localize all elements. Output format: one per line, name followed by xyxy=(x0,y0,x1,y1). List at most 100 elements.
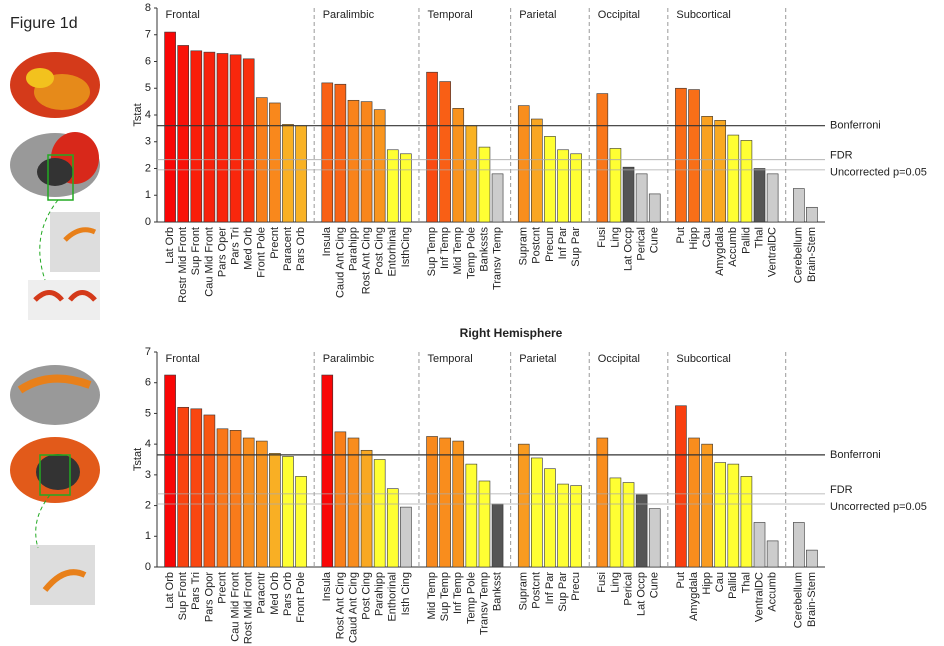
x-tick-label: Rost Ant Cing xyxy=(334,572,346,639)
x-tick-label: Cerebellum xyxy=(793,572,805,628)
x-tick-label: Entorhinal xyxy=(387,227,399,277)
x-tick-label: Accumb xyxy=(727,227,739,267)
x-tick-label: Pars Tri xyxy=(229,227,241,265)
bar xyxy=(491,503,504,568)
bar xyxy=(701,116,713,223)
x-tick-label: Supram xyxy=(518,572,530,611)
x-tick-label: Pars Opor xyxy=(203,572,215,622)
bar xyxy=(373,109,386,223)
figure-label: Figure 1d xyxy=(10,15,78,32)
bar xyxy=(478,480,491,568)
bar xyxy=(190,408,203,568)
x-tick-label: Put xyxy=(675,227,687,244)
group-label: Subcortical xyxy=(676,9,730,21)
group-label: Temporal xyxy=(428,9,473,21)
x-tick-label: VentralDC xyxy=(753,572,765,622)
group-label: Parietal xyxy=(519,353,556,365)
brain-images xyxy=(10,52,100,605)
y-tick-label: 4 xyxy=(145,109,151,121)
x-tick-label: Parahipp xyxy=(347,227,359,271)
bar xyxy=(635,173,648,223)
bar xyxy=(793,522,805,568)
bar xyxy=(360,449,373,568)
bar xyxy=(531,118,543,223)
group-label: Paralimbic xyxy=(323,9,375,21)
group-label: Parietal xyxy=(519,9,556,21)
bar xyxy=(596,93,609,223)
bar xyxy=(439,437,451,568)
bar xyxy=(347,437,360,568)
group-label: Occipital xyxy=(598,9,640,21)
x-tick-label: Mid Temp xyxy=(452,227,464,274)
bar xyxy=(452,108,465,223)
group-label: Frontal xyxy=(166,353,200,365)
bar xyxy=(386,488,399,568)
bar xyxy=(544,468,556,568)
bar xyxy=(806,549,818,568)
group-label: Occipital xyxy=(598,353,640,365)
x-tick-label: IsthCing xyxy=(400,227,412,267)
group-label: Paralimbic xyxy=(323,353,375,365)
x-tick-label: Caud Ant Cing xyxy=(334,227,346,298)
x-tick-label: Amygdala xyxy=(688,571,700,621)
y-tick-label: 0 xyxy=(145,216,151,228)
bar xyxy=(688,89,700,223)
y-tick-label: 5 xyxy=(145,407,151,419)
bar xyxy=(766,173,779,223)
x-tick-label: Cau xyxy=(701,227,713,247)
y-axis-label: Tstat xyxy=(132,448,144,471)
x-tick-label: Sup Temp xyxy=(439,572,451,621)
bar xyxy=(190,50,203,223)
x-tick-label: Ling xyxy=(609,572,621,593)
x-tick-label: Perical xyxy=(636,227,648,261)
bar xyxy=(386,149,399,223)
x-tick-label: Caud Ant Cing xyxy=(347,572,359,643)
bar xyxy=(557,483,569,568)
bar xyxy=(242,437,255,568)
x-tick-label: Lat Orb xyxy=(164,572,176,609)
x-tick-label: Pars Orb xyxy=(295,227,307,271)
reference-label: Uncorrected p=0.05 xyxy=(830,501,927,513)
y-tick-label: 7 xyxy=(145,346,151,358)
bar xyxy=(714,120,727,223)
x-tick-label: Mid Temp xyxy=(426,572,438,619)
bar xyxy=(688,437,700,568)
y-tick-label: 8 xyxy=(145,2,151,14)
x-tick-label: Cau xyxy=(714,572,726,592)
y-tick-label: 2 xyxy=(145,162,151,174)
x-tick-label: Ling xyxy=(609,227,621,248)
bar xyxy=(675,87,687,223)
x-tick-label: Lat Occp xyxy=(636,572,648,616)
bar xyxy=(177,406,189,568)
x-tick-label: Hipp xyxy=(688,227,700,250)
bar xyxy=(373,459,386,568)
y-tick-label: 6 xyxy=(145,55,151,67)
x-tick-label: Perical xyxy=(622,572,634,606)
x-tick-label: Sup Temp xyxy=(426,227,438,276)
x-tick-label: Transv Temp xyxy=(478,572,490,635)
x-tick-label: Banksst xyxy=(491,572,503,611)
y-tick-label: 7 xyxy=(145,29,151,41)
bar xyxy=(727,463,740,568)
y-tick-label: 6 xyxy=(145,377,151,389)
bar xyxy=(753,168,766,223)
x-tick-label: Isth Cing xyxy=(400,572,412,615)
group-label: Subcortical xyxy=(676,353,730,365)
x-tick-label: Temp Pole xyxy=(465,227,477,279)
bar xyxy=(609,477,622,568)
x-tick-label: Front Pole xyxy=(295,572,307,623)
bar xyxy=(426,436,438,568)
y-tick-label: 3 xyxy=(145,469,151,481)
y-tick-label: 1 xyxy=(145,530,151,542)
bar xyxy=(740,140,753,223)
bar xyxy=(269,453,281,568)
y-tick-label: 4 xyxy=(145,438,151,450)
bar xyxy=(229,54,242,223)
bar xyxy=(334,431,347,568)
x-tick-label: Supram xyxy=(518,227,530,266)
bar xyxy=(426,71,438,223)
x-tick-label: Brain-Stem xyxy=(806,227,818,282)
x-tick-label: Hipp xyxy=(701,572,713,595)
bar xyxy=(295,476,307,568)
